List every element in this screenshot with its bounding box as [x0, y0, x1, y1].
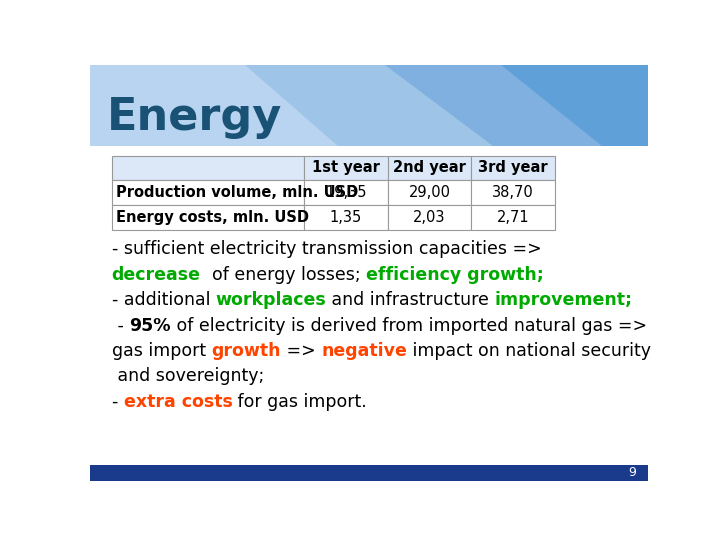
- Text: 29,00: 29,00: [408, 185, 451, 200]
- Text: 2,03: 2,03: [413, 210, 446, 225]
- Text: =>: =>: [281, 342, 321, 360]
- Polygon shape: [245, 65, 648, 146]
- Text: 2,71: 2,71: [497, 210, 529, 225]
- Text: 3rd year: 3rd year: [478, 160, 548, 176]
- Text: of electricity is derived from imported natural gas =>: of electricity is derived from imported …: [171, 316, 647, 335]
- Text: 9: 9: [629, 467, 636, 480]
- Text: 1st year: 1st year: [312, 160, 379, 176]
- FancyBboxPatch shape: [112, 156, 304, 180]
- Text: -: -: [112, 393, 124, 411]
- FancyBboxPatch shape: [472, 205, 555, 229]
- FancyBboxPatch shape: [112, 205, 304, 229]
- Text: decrease: decrease: [112, 266, 201, 284]
- Polygon shape: [384, 65, 648, 146]
- Text: Production volume, mln. USD: Production volume, mln. USD: [117, 185, 359, 200]
- Text: extra costs: extra costs: [124, 393, 233, 411]
- Text: and infrastructure: and infrastructure: [326, 291, 495, 309]
- Text: - sufficient electricity transmission capacities =>: - sufficient electricity transmission ca…: [112, 240, 541, 258]
- Text: for gas import.: for gas import.: [233, 393, 367, 411]
- FancyBboxPatch shape: [112, 180, 304, 205]
- Text: 19,35: 19,35: [325, 185, 366, 200]
- Text: Energy: Energy: [107, 96, 282, 139]
- Text: -: -: [112, 316, 129, 335]
- Text: 2nd year: 2nd year: [393, 160, 466, 176]
- FancyBboxPatch shape: [304, 180, 387, 205]
- FancyBboxPatch shape: [90, 65, 648, 146]
- FancyBboxPatch shape: [472, 156, 555, 180]
- FancyBboxPatch shape: [304, 205, 387, 229]
- Text: growth: growth: [212, 342, 281, 360]
- Text: 95%: 95%: [129, 316, 171, 335]
- Text: negative: negative: [321, 342, 407, 360]
- FancyBboxPatch shape: [90, 465, 648, 481]
- Text: 1,35: 1,35: [330, 210, 362, 225]
- Polygon shape: [500, 65, 648, 146]
- Text: and sovereignty;: and sovereignty;: [112, 367, 264, 386]
- FancyBboxPatch shape: [472, 180, 555, 205]
- Text: Energy costs, mln. USD: Energy costs, mln. USD: [117, 210, 310, 225]
- Text: - additional: - additional: [112, 291, 216, 309]
- Text: impact on national security: impact on national security: [407, 342, 651, 360]
- Text: improvement;: improvement;: [495, 291, 633, 309]
- Text: gas import: gas import: [112, 342, 212, 360]
- Text: efficiency growth;: efficiency growth;: [366, 266, 544, 284]
- FancyBboxPatch shape: [304, 156, 387, 180]
- Text: workplaces: workplaces: [216, 291, 326, 309]
- FancyBboxPatch shape: [387, 205, 472, 229]
- FancyBboxPatch shape: [387, 156, 472, 180]
- Text: of energy losses;: of energy losses;: [201, 266, 366, 284]
- Text: 38,70: 38,70: [492, 185, 534, 200]
- FancyBboxPatch shape: [387, 180, 472, 205]
